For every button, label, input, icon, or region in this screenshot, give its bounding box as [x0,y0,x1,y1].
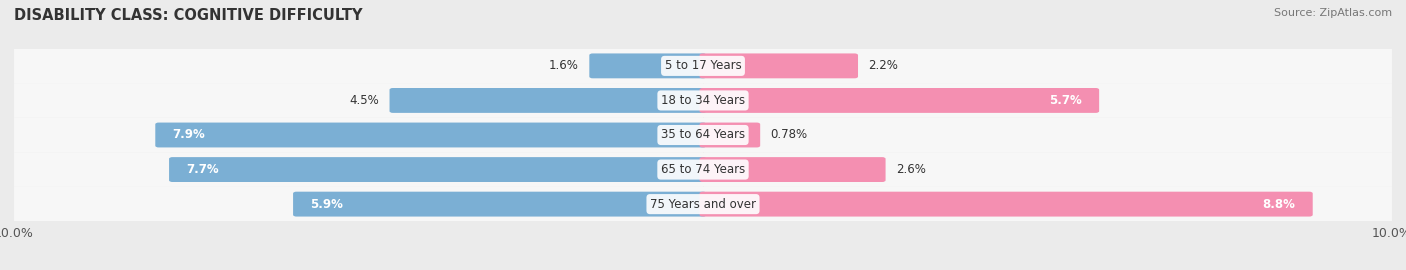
Text: DISABILITY CLASS: COGNITIVE DIFFICULTY: DISABILITY CLASS: COGNITIVE DIFFICULTY [14,8,363,23]
Text: 2.2%: 2.2% [869,59,898,72]
Text: 2.6%: 2.6% [896,163,925,176]
FancyBboxPatch shape [14,187,1392,221]
FancyBboxPatch shape [700,192,1313,217]
Text: 0.78%: 0.78% [770,129,807,141]
Text: 18 to 34 Years: 18 to 34 Years [661,94,745,107]
Text: 7.9%: 7.9% [173,129,205,141]
Text: Source: ZipAtlas.com: Source: ZipAtlas.com [1274,8,1392,18]
Text: 5 to 17 Years: 5 to 17 Years [665,59,741,72]
FancyBboxPatch shape [169,157,706,182]
Text: 65 to 74 Years: 65 to 74 Years [661,163,745,176]
FancyBboxPatch shape [155,123,706,147]
FancyBboxPatch shape [292,192,706,217]
Text: 5.7%: 5.7% [1049,94,1083,107]
FancyBboxPatch shape [700,53,858,78]
FancyBboxPatch shape [700,123,761,147]
FancyBboxPatch shape [14,152,1392,187]
Text: 1.6%: 1.6% [550,59,579,72]
Text: 4.5%: 4.5% [350,94,380,107]
FancyBboxPatch shape [14,83,1392,118]
Text: 35 to 64 Years: 35 to 64 Years [661,129,745,141]
FancyBboxPatch shape [700,88,1099,113]
FancyBboxPatch shape [700,157,886,182]
FancyBboxPatch shape [389,88,706,113]
Text: 7.7%: 7.7% [186,163,219,176]
Text: 8.8%: 8.8% [1263,198,1295,211]
FancyBboxPatch shape [14,49,1392,83]
Text: 75 Years and over: 75 Years and over [650,198,756,211]
FancyBboxPatch shape [14,118,1392,152]
Text: 5.9%: 5.9% [311,198,343,211]
FancyBboxPatch shape [589,53,706,78]
